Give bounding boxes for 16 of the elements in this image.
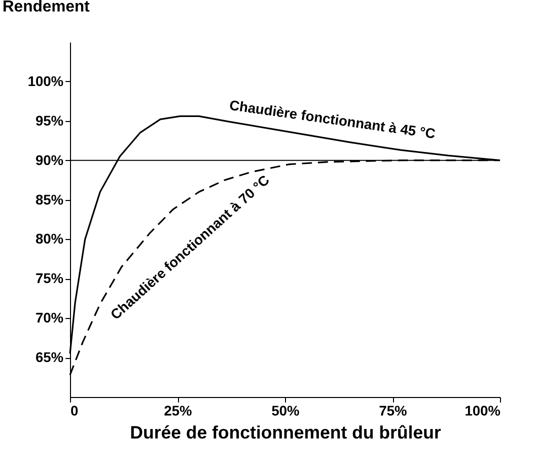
- y-tick-label: 75%: [35, 270, 64, 286]
- y-tick-label: 100%: [28, 72, 64, 89]
- y-tick-label: 95%: [35, 112, 64, 128]
- x-axis-title: Durée de fonctionnement du brûleur: [130, 422, 442, 442]
- x-tick-label: 50%: [271, 402, 300, 418]
- x-tick-label: 100%: [464, 402, 502, 418]
- text: Chaudière fonctionnant à 45 °C: [228, 96, 436, 142]
- x-tick-label: 75%: [378, 402, 408, 418]
- y-tick-label: 90%: [35, 152, 64, 168]
- x-tick-label: 0: [70, 402, 78, 418]
- x-tick-label: 25%: [164, 402, 193, 418]
- y-tick-label: 85%: [35, 191, 64, 208]
- y-tick-label: 70%: [35, 310, 64, 326]
- y-tick-label: 65%: [35, 349, 64, 366]
- y-tick-label: 80%: [35, 230, 64, 247]
- y-axis-title: Rendement: [2, 0, 90, 16]
